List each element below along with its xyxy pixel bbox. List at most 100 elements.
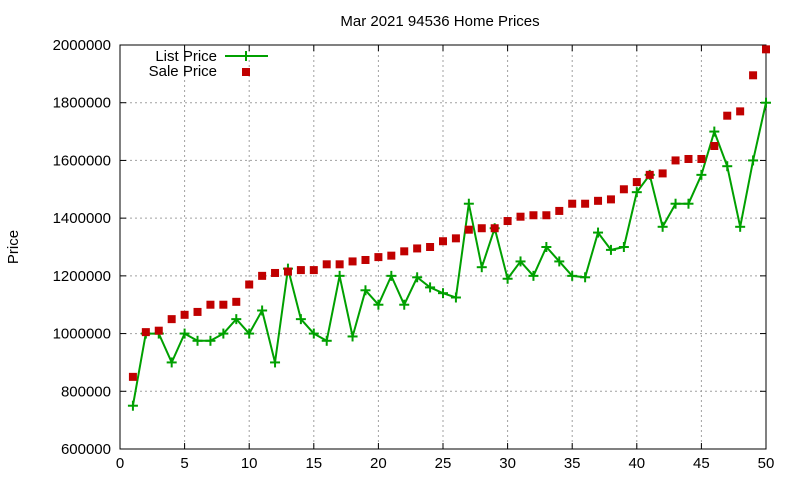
y-tick-label: 800000 xyxy=(61,383,111,400)
chart-title: Mar 2021 94536 Home Prices xyxy=(340,13,539,30)
y-tick-label: 2000000 xyxy=(53,37,111,54)
y-tick-label: 1400000 xyxy=(53,210,111,227)
sale-price-series xyxy=(128,45,770,381)
list-price-point xyxy=(244,328,255,339)
sale-price-point xyxy=(283,267,292,276)
list-price-point xyxy=(127,400,138,411)
x-tick-label: 45 xyxy=(693,455,710,472)
sale-price-point xyxy=(749,71,758,80)
list-price-point xyxy=(683,198,694,209)
x-tick-label: 25 xyxy=(435,455,452,472)
sale-price-point xyxy=(180,310,189,319)
sale-price-point xyxy=(671,156,680,165)
list-price-point xyxy=(321,335,332,346)
sale-price-point xyxy=(206,300,215,309)
sale-price-point xyxy=(684,154,693,163)
x-tick-label: 15 xyxy=(305,455,322,472)
sale-price-point xyxy=(335,260,344,269)
list-price-point xyxy=(605,244,616,255)
list-price-series xyxy=(127,97,771,411)
list-price-point xyxy=(554,256,565,267)
sale-price-point xyxy=(309,266,318,275)
x-tick-label: 30 xyxy=(499,455,516,472)
list-price-point xyxy=(257,305,268,316)
list-price-point xyxy=(735,221,746,232)
list-price-point xyxy=(450,292,461,303)
sale-price-point xyxy=(736,107,745,116)
list-price-point xyxy=(580,272,591,283)
list-price-point xyxy=(761,97,771,108)
sale-price-point xyxy=(141,328,150,337)
sale-price-point xyxy=(658,169,667,178)
list-price-point xyxy=(722,161,733,172)
sale-price-point xyxy=(723,111,732,120)
y-tick-label: 1600000 xyxy=(53,152,111,169)
list-price-point xyxy=(463,198,474,209)
sale-price-point xyxy=(193,307,202,316)
list-price-point xyxy=(412,272,423,283)
list-price-point xyxy=(270,357,281,368)
sale-price-point xyxy=(529,211,538,220)
y-axis-label: Price xyxy=(5,230,22,264)
x-tick-label: 5 xyxy=(180,455,188,472)
list-price-point xyxy=(308,328,319,339)
sale-price-point xyxy=(258,271,267,280)
y-tick-label: 1800000 xyxy=(53,95,111,112)
sale-price-point xyxy=(568,199,577,208)
sale-price-point xyxy=(245,280,254,289)
list-price-point xyxy=(567,270,578,281)
sale-price-point xyxy=(439,237,447,246)
sale-price-point xyxy=(219,300,228,309)
sale-price-point xyxy=(762,45,770,54)
sale-price-point xyxy=(348,257,357,266)
list-price-point xyxy=(192,335,203,346)
legend-marker-sale-price xyxy=(242,68,250,76)
list-price-point xyxy=(295,314,306,325)
x-tick-label: 40 xyxy=(628,455,645,472)
sale-price-point xyxy=(555,206,564,215)
list-price-point xyxy=(231,314,242,325)
sale-price-point xyxy=(581,199,590,208)
axis-ticks: 0 5 10 15 20 25 30 35 40 45 50 600000 800000 1000000 1… xyxy=(53,37,775,472)
list-price-point xyxy=(748,155,759,166)
legend-label-sale-price: Sale Price xyxy=(149,63,217,80)
list-price-point xyxy=(334,270,345,281)
list-price-point xyxy=(670,198,681,209)
sale-price-point xyxy=(167,315,176,324)
list-price-point xyxy=(528,270,539,281)
x-tick-label: 10 xyxy=(241,455,258,472)
list-price-point xyxy=(386,270,397,281)
y-tick-label: 1000000 xyxy=(53,326,111,343)
sale-price-point xyxy=(464,225,473,234)
sale-price-point xyxy=(516,212,525,221)
list-price-point xyxy=(373,299,384,310)
list-price-point xyxy=(438,288,448,299)
list-price-point xyxy=(709,126,720,137)
list-price-point xyxy=(618,242,629,252)
sale-price-point xyxy=(322,260,331,269)
list-price-point xyxy=(502,273,513,284)
list-price-point xyxy=(515,256,526,267)
list-price-point xyxy=(205,335,216,346)
list-price-point xyxy=(360,285,371,296)
list-price-point xyxy=(347,331,358,342)
sale-price-point xyxy=(542,211,551,220)
list-price-point xyxy=(218,328,229,339)
x-tick-label: 50 xyxy=(758,455,775,472)
y-tick-label: 1200000 xyxy=(53,268,111,285)
sale-price-point xyxy=(413,244,422,253)
legend: List Price Sale Price xyxy=(149,48,268,80)
sale-price-point xyxy=(128,372,137,381)
x-tick-label: 35 xyxy=(564,455,581,472)
list-price-point xyxy=(593,227,604,238)
list-price-point xyxy=(399,299,410,310)
sale-price-point xyxy=(296,266,305,275)
sale-price-point xyxy=(451,234,460,243)
sale-price-point xyxy=(477,224,486,233)
sale-price-point xyxy=(697,154,706,163)
x-tick-label: 0 xyxy=(116,455,124,472)
sale-price-point xyxy=(632,178,641,187)
list-price-point xyxy=(425,282,436,293)
